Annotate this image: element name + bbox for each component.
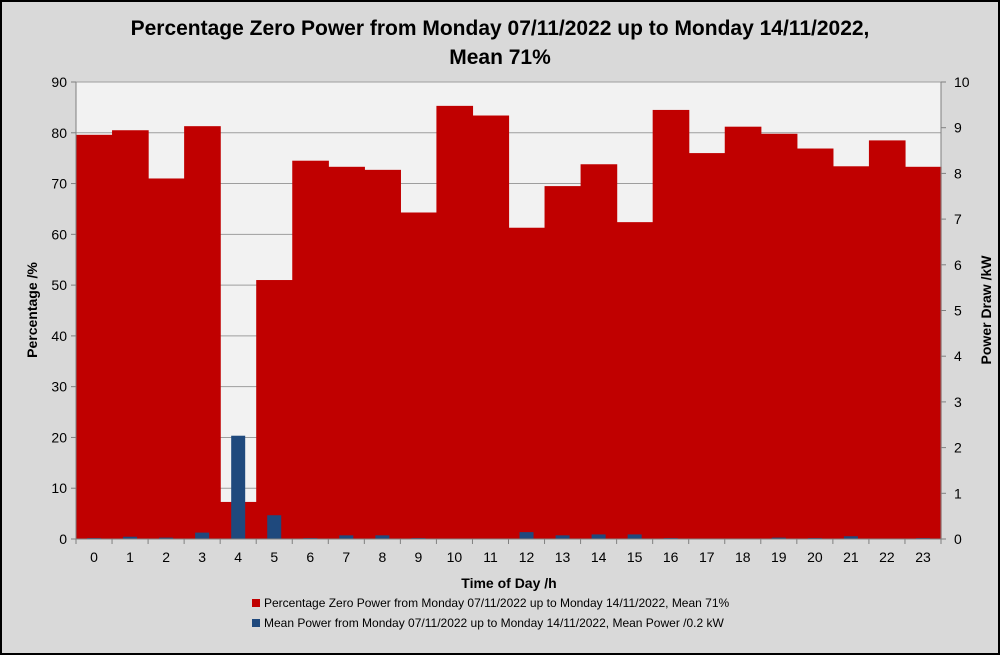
- bar-percentage: [400, 212, 438, 539]
- percentage-bars: [76, 105, 942, 540]
- bar-power: [123, 536, 138, 539]
- x-tick-label: 4: [234, 549, 242, 565]
- x-tick-label: 2: [162, 549, 170, 565]
- y-tick-label-left: 50: [51, 277, 67, 293]
- bar-percentage: [760, 133, 798, 539]
- x-tick-label: 18: [735, 549, 751, 565]
- y-tick-label-right: 8: [954, 165, 962, 181]
- x-tick-label: 8: [378, 549, 386, 565]
- y-tick-label-left: 10: [51, 480, 67, 496]
- bar-power: [375, 535, 390, 539]
- y-tick-label-left: 60: [51, 226, 67, 242]
- bar-percentage: [184, 126, 221, 539]
- y-ticks-left: 0 10 20 30 40 50 60 70 80 90: [51, 74, 76, 547]
- y-tick-label-left: 70: [51, 176, 67, 192]
- x-tick-label: 16: [663, 549, 679, 565]
- bar-percentage: [76, 134, 113, 539]
- bar-percentage: [904, 166, 942, 539]
- legend: Percentage Zero Power from Monday 07/11/…: [252, 596, 730, 630]
- y-tick-label-right: 9: [954, 120, 962, 136]
- y-tick-label-right: 4: [954, 348, 962, 364]
- legend-swatch-percentage: [252, 599, 260, 607]
- y-tick-label-left: 20: [51, 429, 67, 445]
- x-tick-label: 20: [807, 549, 823, 565]
- x-tick-label: 12: [519, 549, 535, 565]
- x-tick-label: 13: [555, 549, 571, 565]
- bar-power: [627, 534, 642, 539]
- bar-percentage: [832, 166, 870, 539]
- x-tick-label: 19: [771, 549, 787, 565]
- bar-power: [267, 515, 282, 539]
- bar-power: [339, 535, 354, 539]
- y-tick-label-left: 0: [59, 531, 67, 547]
- y-tick-label-right: 10: [954, 74, 970, 90]
- x-tick-label: 10: [447, 549, 463, 565]
- x-tick-label: 21: [843, 549, 859, 565]
- bar-percentage: [508, 227, 546, 539]
- y-tick-label-right: 2: [954, 440, 962, 456]
- bar-percentage: [652, 109, 690, 539]
- y-axis-title-right: Power Draw /kW: [978, 255, 994, 365]
- legend-label-percentage: Percentage Zero Power from Monday 07/11/…: [264, 596, 730, 610]
- bar-percentage: [112, 130, 149, 539]
- legend-swatch-power: [252, 619, 260, 627]
- bar-percentage: [616, 222, 654, 539]
- x-ticks: 0 1 2 3 4 5 6 7 8 9 10 11 12 13 14 15 16 17 18 19 20 21 22 23: [75, 539, 942, 565]
- x-tick-label: 7: [342, 549, 350, 565]
- bar-power: [231, 435, 246, 539]
- y-tick-label-left: 80: [51, 125, 67, 141]
- bar-percentage: [724, 126, 762, 539]
- bar-percentage: [580, 164, 618, 539]
- x-tick-label: 6: [306, 549, 314, 565]
- bar-power: [159, 537, 174, 539]
- chart-title-line-2: Mean 71%: [449, 46, 551, 69]
- bar-power: [591, 534, 606, 539]
- bar-percentage: [544, 186, 582, 539]
- bar-power: [195, 532, 210, 539]
- bar-percentage: [328, 166, 365, 539]
- bar-percentage: [292, 160, 329, 539]
- x-tick-label: 3: [198, 549, 206, 565]
- y-axis-title-left: Percentage /%: [24, 262, 40, 358]
- y-tick-label-right: 7: [954, 211, 962, 227]
- y-tick-label-right: 3: [954, 394, 962, 410]
- x-tick-label: 11: [483, 549, 498, 565]
- x-tick-label: 1: [126, 549, 134, 565]
- bar-percentage: [688, 153, 726, 540]
- bar-percentage: [364, 169, 401, 539]
- bar-percentage: [148, 178, 185, 539]
- bar-percentage: [796, 148, 834, 539]
- y-tick-label-right: 1: [954, 485, 962, 501]
- bar-power: [555, 535, 570, 539]
- bar-percentage: [868, 140, 906, 539]
- y-tick-label-left: 30: [51, 379, 67, 395]
- y-tick-label-right: 6: [954, 257, 962, 273]
- y-tick-label-left: 90: [51, 74, 67, 90]
- x-tick-label: 17: [699, 549, 715, 565]
- x-axis-title: Time of Day /h: [461, 575, 556, 591]
- y-tick-label-right: 0: [954, 531, 962, 547]
- x-tick-label: 23: [915, 549, 931, 565]
- x-tick-label: 9: [414, 549, 422, 565]
- x-tick-label: 5: [270, 549, 278, 565]
- x-tick-label: 22: [879, 549, 895, 565]
- bar-percentage: [436, 105, 474, 540]
- y-ticks-right: 0 1 2 3 4 5 6 7 8 9 10: [941, 74, 970, 547]
- y-tick-label-right: 5: [954, 303, 962, 319]
- y-tick-label-left: 40: [51, 328, 67, 344]
- legend-label-power: Mean Power from Monday 07/11/2022 up to …: [264, 616, 724, 630]
- bar-power: [771, 537, 786, 539]
- bar-percentage: [256, 280, 293, 539]
- bar-power: [843, 536, 858, 539]
- bar-percentage: [472, 115, 510, 539]
- chart-title-line-1: Percentage Zero Power from Monday 07/11/…: [130, 17, 870, 40]
- x-tick-label: 14: [591, 549, 607, 565]
- chart-title: Percentage Zero Power from Monday 07/11/…: [0, 14, 1000, 72]
- bar-power: [519, 532, 534, 539]
- x-tick-label: 0: [90, 549, 98, 565]
- x-tick-label: 15: [627, 549, 643, 565]
